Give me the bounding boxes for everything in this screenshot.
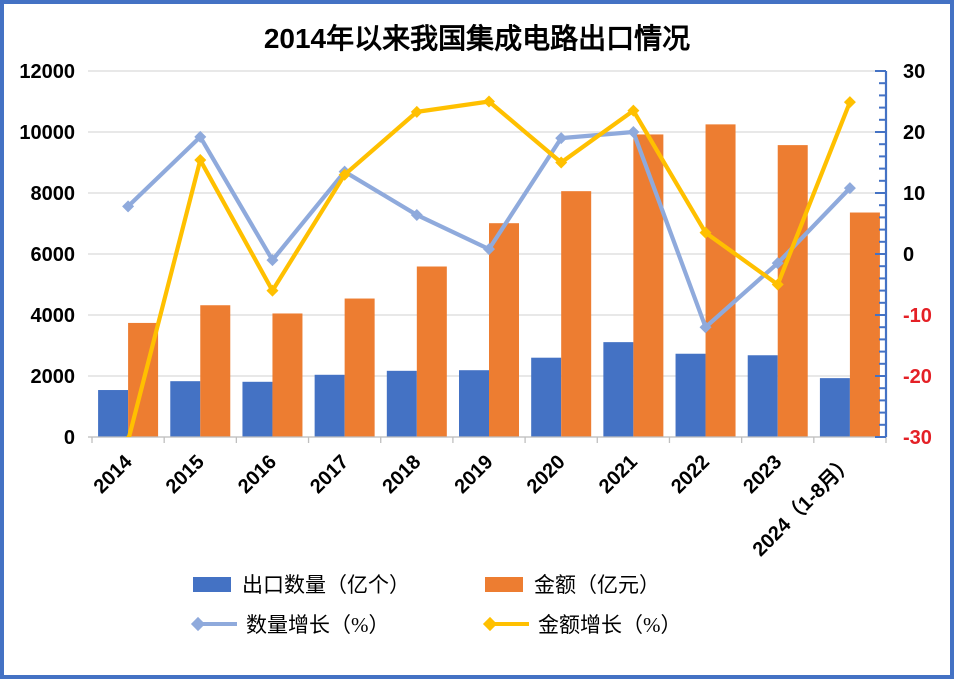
bar-export-amount-2015 bbox=[200, 305, 231, 437]
point-quantity-growth-2019 bbox=[483, 243, 495, 256]
point-quantity-growth-2020 bbox=[555, 132, 568, 145]
bar-export-quantity-2017 bbox=[314, 374, 345, 437]
left-axis-label-0: 0 bbox=[64, 427, 75, 449]
point-amount-growth-2018 bbox=[410, 105, 423, 118]
point-quantity-growth-2023 bbox=[771, 257, 784, 270]
point-amount-growth-2021 bbox=[627, 104, 640, 117]
right-axis-label-30: 30 bbox=[903, 61, 925, 83]
chart-plot-area: 0 2000 4000 6000 8000 10000 12000 -30 -20 -10 0 10 2… bbox=[19, 61, 932, 560]
right-axis-label-0: 0 bbox=[903, 244, 914, 266]
legend-item-export-quantity: 出口数量（亿个） bbox=[193, 569, 485, 599]
left-axis-label-8000: 8000 bbox=[31, 183, 76, 205]
point-quantity-growth-2022 bbox=[699, 321, 712, 334]
legend-label-export-amount: 金额（亿元） bbox=[534, 573, 660, 597]
x-axis-label-2020: 2020 bbox=[523, 451, 570, 498]
bar-export-amount-2019 bbox=[489, 223, 519, 437]
left-axis-label-2000: 2000 bbox=[31, 366, 76, 388]
legend-item-amount-growth: 金额增长（%） bbox=[482, 609, 682, 639]
point-quantity-growth-2014 bbox=[122, 200, 135, 213]
bar-export-quantity-2020 bbox=[531, 357, 562, 437]
point-amount-growth-2016 bbox=[266, 284, 279, 297]
bar-export-amount-2018 bbox=[416, 266, 447, 437]
x-axis-label-2021: 2021 bbox=[595, 451, 642, 498]
bar-export-amount-2020 bbox=[561, 191, 592, 437]
x-axis-label-2022: 2022 bbox=[667, 451, 714, 498]
right-axis-label--20: -20 bbox=[903, 366, 932, 388]
bar-export-quantity-2018 bbox=[386, 370, 417, 437]
x-axis-label-2015: 2015 bbox=[162, 451, 209, 498]
legend-label-export-quantity: 出口数量（亿个） bbox=[242, 573, 410, 597]
x-axis-label-2019: 2019 bbox=[451, 451, 498, 498]
bar-export-amount-2022 bbox=[705, 124, 736, 437]
x-axis-label-2014: 2014 bbox=[90, 450, 138, 498]
left-axis-label-12000: 12000 bbox=[19, 61, 75, 83]
point-quantity-growth-2015 bbox=[194, 130, 207, 143]
legend-item-quantity-growth: 数量增长（%） bbox=[190, 609, 485, 639]
export-quantity-swatch-icon bbox=[193, 576, 231, 592]
right-axis-label-10: 10 bbox=[903, 183, 925, 205]
line-series-group bbox=[122, 95, 856, 437]
point-quantity-growth-2018 bbox=[410, 208, 423, 221]
x-axis-label-2023: 2023 bbox=[739, 451, 786, 498]
point-quantity-growth-2016 bbox=[266, 254, 279, 267]
legend-item-export-amount: 金额（亿元） bbox=[485, 569, 660, 599]
chart-title: 2014年以来我国集成电路出口情况 bbox=[263, 23, 691, 54]
point-quantity-growth-2024（1-8月） bbox=[843, 182, 856, 195]
legend-row-2: 数量增长（%） 金额增长（%） bbox=[190, 604, 793, 644]
point-amount-growth-2017 bbox=[338, 168, 351, 181]
point-amount-growth-2019 bbox=[483, 95, 495, 108]
point-amount-growth-2022 bbox=[699, 226, 712, 239]
legend-label-amount-growth: 金额增长（%） bbox=[538, 613, 682, 637]
bar-export-amount-2024（1-8月） bbox=[849, 212, 880, 437]
legend-label-quantity-growth: 数量增长（%） bbox=[246, 613, 390, 637]
bar-export-quantity-2014 bbox=[98, 390, 129, 437]
right-axis-label--30: -30 bbox=[903, 427, 932, 449]
bar-export-quantity-2016 bbox=[242, 381, 273, 437]
bar-export-quantity-2019 bbox=[459, 370, 489, 437]
chart-legend: 出口数量（亿个） 金额（亿元） 数量增长（%） 金额增长（%） bbox=[190, 564, 793, 644]
left-axis-label-10000: 10000 bbox=[19, 122, 75, 144]
right-axis-label--10: -10 bbox=[903, 305, 932, 327]
bar-export-amount-2021 bbox=[633, 134, 664, 437]
amount-growth-line-marker-icon bbox=[482, 616, 529, 632]
point-amount-growth-2014 bbox=[125, 434, 131, 437]
bar-export-amount-2017 bbox=[344, 298, 375, 437]
bar-export-amount-2016 bbox=[272, 313, 303, 437]
point-amount-growth-2015 bbox=[194, 154, 207, 167]
legend-row-1: 出口数量（亿个） 金额（亿元） bbox=[193, 564, 793, 604]
x-axis-label-2016: 2016 bbox=[234, 451, 281, 498]
x-axis-label-2017: 2017 bbox=[306, 451, 353, 498]
bar-export-quantity-2023 bbox=[747, 355, 778, 437]
point-quantity-growth-2021 bbox=[627, 126, 640, 138]
point-amount-growth-2024（1-8月） bbox=[843, 96, 856, 109]
bar-export-quantity-2015 bbox=[170, 381, 201, 437]
x-axis-label-2018: 2018 bbox=[378, 451, 425, 498]
bar-export-quantity-2024（1-8月） bbox=[819, 378, 850, 437]
bar-export-quantity-2022 bbox=[675, 353, 706, 437]
point-amount-growth-2023 bbox=[771, 278, 784, 291]
point-amount-growth-2020 bbox=[555, 156, 568, 169]
export-amount-swatch-icon bbox=[485, 576, 523, 592]
bar-export-quantity-2021 bbox=[603, 342, 634, 437]
bar-export-amount-2023 bbox=[777, 145, 808, 438]
left-axis-label-4000: 4000 bbox=[31, 305, 76, 327]
right-axis-label-20: 20 bbox=[903, 122, 925, 144]
left-axis-label-6000: 6000 bbox=[31, 244, 76, 266]
quantity-growth-line-marker-icon bbox=[190, 616, 237, 632]
